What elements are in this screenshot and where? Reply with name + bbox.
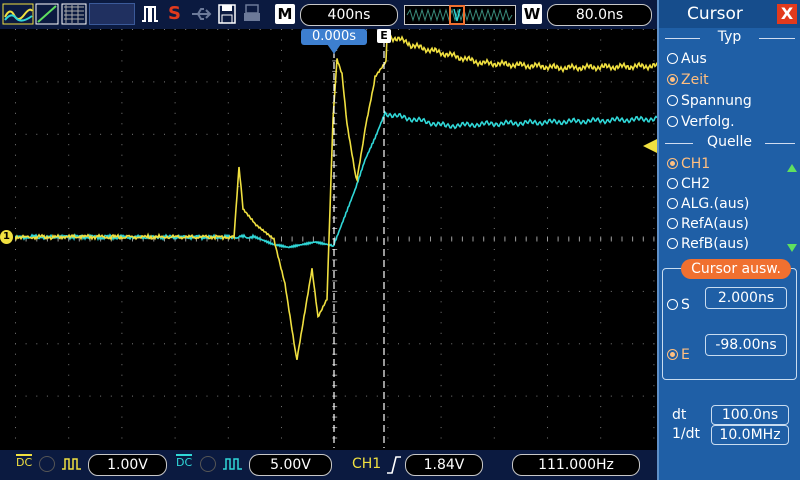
cursor-menu-panel: Cursor X Typ Aus Zeit Spannung Verfolg. Que… <box>657 0 800 480</box>
panel-title: Cursor <box>659 0 800 28</box>
quelle-option-0[interactable]: CH1 <box>667 156 710 172</box>
quelle-group-title: Quelle <box>707 134 752 150</box>
cursor-select-box <box>662 268 797 380</box>
radio-selected-icon <box>667 349 678 360</box>
quelle-option-label: RefB(aus) <box>681 236 749 252</box>
print-icon[interactable] <box>242 3 262 25</box>
usb-icon <box>192 8 212 20</box>
typ-divider-left <box>665 38 700 39</box>
dt-label: dt <box>672 407 687 423</box>
ch2-trace <box>15 110 657 249</box>
inv-dt-value: 10.0MHz <box>711 425 789 445</box>
quelle-option-label: CH1 <box>681 156 711 172</box>
typ-option-label: Spannung <box>681 93 752 109</box>
trigger-source[interactable]: CH1 <box>352 456 382 472</box>
ch2-coupling[interactable]: DC <box>176 454 193 469</box>
quelle-option-label: RefA(aus) <box>681 216 749 232</box>
timebase-letter: M <box>275 4 295 24</box>
radio-icon <box>667 198 678 209</box>
top-toolbar: S M 400ns W 80.0ns <box>0 0 657 29</box>
scroll-down-icon[interactable] <box>787 244 797 252</box>
typ-option-2[interactable]: Spannung <box>667 93 752 109</box>
radio-icon <box>667 178 678 189</box>
persist-icon[interactable] <box>61 3 87 25</box>
bottom-status-bar: DC 1.00V DC 5.00V CH1 1.84V 111.000Hz <box>0 450 657 480</box>
typ-divider-right <box>759 38 795 39</box>
radio-icon <box>667 299 678 310</box>
frequency-counter: 111.000Hz <box>512 454 640 476</box>
radio-icon <box>667 95 678 106</box>
typ-group-title: Typ <box>717 29 742 45</box>
typ-option-0[interactable]: Aus <box>667 51 707 67</box>
radio-selected-icon <box>667 74 678 85</box>
cursor-select-title: Cursor ausw. <box>681 259 791 279</box>
window-letter: W <box>522 4 542 24</box>
radio-icon <box>667 53 678 64</box>
ch1-scale[interactable]: 1.00V <box>88 454 167 476</box>
quelle-divider-left <box>665 143 693 144</box>
quelle-option-label: ALG.(aus) <box>681 196 750 212</box>
trigger-level[interactable]: 1.84V <box>405 454 483 476</box>
acquire-pulse-icon[interactable] <box>140 3 160 25</box>
quelle-divider-right <box>765 143 795 144</box>
grid-dots <box>15 29 655 439</box>
ch2-bandwidth-icon <box>200 456 216 472</box>
radio-icon <box>667 116 678 127</box>
cursor-e-marker[interactable]: E <box>377 29 391 43</box>
close-button[interactable]: X <box>777 4 797 24</box>
typ-option-label: Zeit <box>681 72 709 88</box>
dt-value: 100.0ns <box>711 405 789 425</box>
typ-option-1[interactable]: Zeit <box>667 72 709 88</box>
ch2-scale[interactable]: 5.00V <box>249 454 332 476</box>
inv-dt-label: 1/dt <box>672 426 700 442</box>
typ-option-label: Aus <box>681 51 707 67</box>
quelle-option-label: CH2 <box>681 176 711 192</box>
window-value[interactable]: 80.0ns <box>547 4 652 26</box>
cursor-s-option[interactable]: S <box>667 297 690 313</box>
ch1-trace <box>15 32 657 360</box>
ch1-invert-icon <box>62 458 81 470</box>
quelle-option-3[interactable]: RefA(aus) <box>667 216 749 232</box>
trigger-rising-edge-icon[interactable] <box>386 455 402 475</box>
radio-icon <box>667 218 678 229</box>
vector-mode-icon[interactable] <box>35 3 59 25</box>
cursor-e-value[interactable]: -98.00ns <box>705 334 787 356</box>
radio-selected-icon <box>667 158 678 169</box>
trigger-position-marker[interactable]: 0.000s <box>301 29 367 45</box>
cursor-e-option[interactable]: E <box>667 347 690 363</box>
ch2-invert-icon <box>223 458 242 470</box>
radio-icon <box>667 238 678 249</box>
scroll-up-icon[interactable] <box>787 164 797 172</box>
graticule <box>15 29 657 448</box>
ch1-bandwidth-icon <box>39 456 55 472</box>
status-box <box>89 3 135 25</box>
ch1-ground-marker-icon[interactable]: 1 <box>0 230 13 244</box>
trigger-position-pointer-icon <box>327 44 341 54</box>
trigger-level-marker-icon[interactable] <box>643 139 657 153</box>
memory-depth-bar[interactable] <box>404 5 516 25</box>
cursor-s-value[interactable]: 2.000ns <box>705 287 787 309</box>
quelle-option-4[interactable]: RefB(aus) <box>667 236 749 252</box>
wave-display-icon[interactable] <box>2 3 34 25</box>
save-icon[interactable] <box>217 3 237 25</box>
typ-option-label: Verfolg. <box>681 114 735 130</box>
waveform-display[interactable] <box>15 29 657 448</box>
ch1-coupling[interactable]: DC <box>16 454 33 469</box>
typ-option-3[interactable]: Verfolg. <box>667 114 735 130</box>
quelle-option-1[interactable]: CH2 <box>667 176 710 192</box>
timebase-value[interactable]: 400ns <box>300 4 398 26</box>
quelle-option-2[interactable]: ALG.(aus) <box>667 196 749 212</box>
stop-status-icon[interactable]: S <box>168 3 181 24</box>
